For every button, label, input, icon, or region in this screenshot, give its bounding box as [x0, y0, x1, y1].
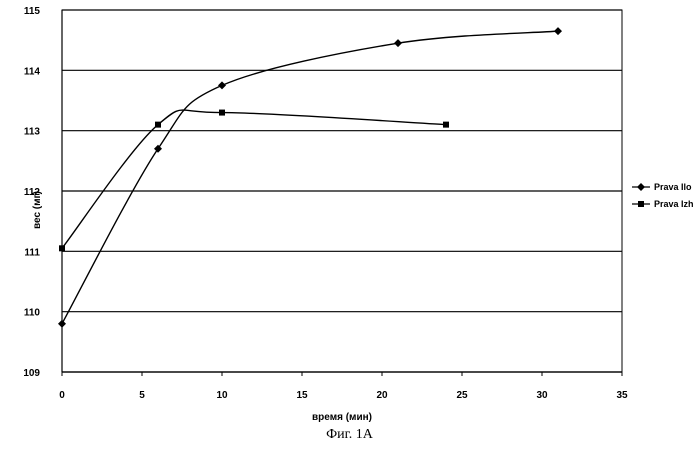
series-markers — [58, 27, 562, 328]
legend-marker-diamond — [637, 183, 645, 191]
x-tick-label: 10 — [216, 390, 228, 401]
x-tick-label: 15 — [296, 390, 308, 401]
series-line-1 — [62, 31, 558, 324]
data-point-square — [155, 122, 161, 128]
x-tick-label: 20 — [376, 390, 388, 401]
x-axis-title: время (мин) — [312, 412, 372, 423]
legend-marker-square — [638, 201, 644, 207]
x-tick-label: 35 — [616, 390, 628, 401]
y-tick-label: 115 — [24, 6, 41, 17]
data-point-square — [443, 122, 449, 128]
y-tick-label: 109 — [23, 368, 40, 379]
legend-label: Prava Izh — [654, 199, 694, 209]
data-point-square — [219, 110, 225, 116]
data-point-diamond — [58, 320, 66, 328]
y-tick-label: 113 — [24, 127, 41, 138]
data-point-diamond — [218, 81, 226, 89]
y-tick-label: 114 — [24, 66, 41, 77]
y-tick-label: 111 — [24, 247, 40, 258]
x-tick-label: 0 — [59, 390, 65, 401]
figure-caption: Фиг. 1A — [0, 427, 699, 443]
legend-label: Prava Ilo — [654, 182, 692, 192]
x-tick-label: 5 — [139, 390, 145, 401]
data-point-square — [59, 245, 65, 251]
x-tick-label: 30 — [536, 390, 548, 401]
data-point-diamond — [394, 39, 402, 47]
gridlines — [62, 10, 622, 372]
legend: Prava Ilo Prava Izh — [632, 182, 694, 209]
y-axis-title: вес (мг) — [32, 191, 43, 229]
series-lines — [62, 31, 558, 324]
x-tick-label: 25 — [456, 390, 468, 401]
tick-labels: 10911011111211311411505101520253035 — [23, 6, 628, 401]
y-tick-label: 110 — [24, 308, 41, 319]
data-point-diamond — [554, 27, 562, 35]
data-point-diamond — [154, 145, 162, 153]
